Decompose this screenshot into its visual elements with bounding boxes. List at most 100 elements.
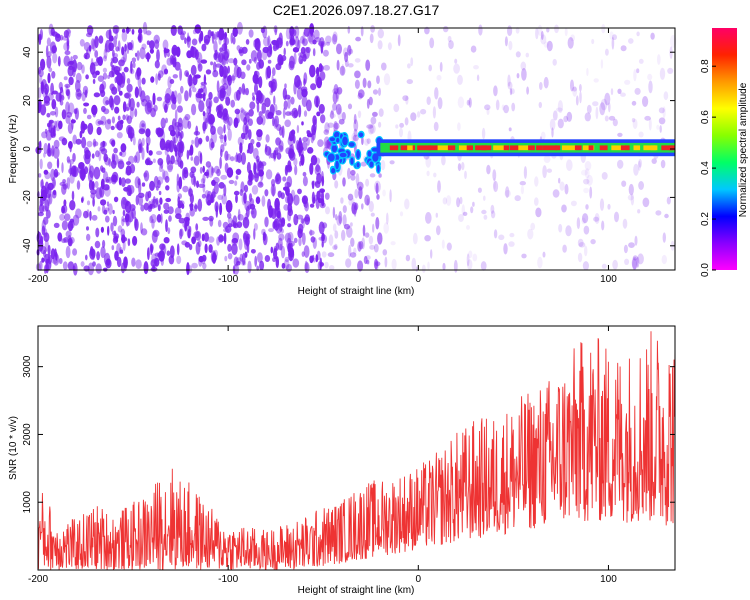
noise-blob: [224, 162, 229, 173]
noise-blob: [340, 197, 344, 204]
figure-title: C2E1.2026.097.18.27.G17: [273, 2, 440, 18]
noise-blob: [126, 103, 131, 111]
noise-blob: [91, 104, 98, 116]
colorbar-label: Normalized spectral amplitude: [738, 82, 749, 217]
noise-blob: [328, 234, 334, 246]
noise-blob: [382, 249, 388, 256]
noise-blob: [289, 251, 293, 262]
noise-blob: [41, 205, 48, 212]
noise-blob: [278, 233, 285, 241]
noise-blob: [204, 38, 210, 46]
noise-blob: [650, 32, 655, 40]
noise-blob: [303, 110, 308, 117]
noise-blob: [88, 45, 92, 52]
trace-scatter-blob: [357, 131, 365, 139]
noise-blob: [53, 120, 58, 129]
noise-blob: [272, 185, 275, 197]
noise-blob: [207, 236, 215, 243]
noise-blob: [302, 176, 308, 187]
noise-blob: [172, 74, 178, 79]
trace-scatter-blob: [329, 166, 337, 175]
noise-blob: [260, 162, 264, 169]
noise-blob: [273, 95, 276, 106]
noise-blob: [543, 41, 549, 48]
noise-blob: [361, 136, 364, 145]
noise-blob: [215, 63, 222, 68]
noise-blob: [343, 223, 351, 230]
noise-blob: [247, 260, 252, 274]
noise-blob: [184, 241, 191, 248]
noise-blob: [125, 27, 131, 33]
noise-blob: [219, 90, 225, 102]
noise-blob: [507, 81, 513, 90]
noise-blob: [433, 172, 437, 178]
noise-blob: [352, 134, 359, 142]
noise-blob: [132, 235, 138, 246]
noise-blob: [201, 233, 205, 242]
noise-blob: [68, 76, 74, 86]
noise-blob: [301, 95, 308, 108]
noise-blob: [526, 86, 529, 95]
noise-blob: [182, 185, 189, 193]
noise-blob: [227, 58, 235, 64]
noise-blob: [61, 205, 66, 214]
noise-blob: [348, 244, 352, 258]
noise-blob: [321, 190, 324, 203]
noise-blob: [45, 258, 49, 263]
noise-blob: [281, 262, 286, 269]
noise-blob: [146, 51, 150, 63]
noise-blob: [638, 158, 642, 168]
noise-blob: [364, 232, 370, 238]
noise-blob: [61, 183, 67, 195]
noise-blob: [546, 40, 553, 52]
noise-blob: [203, 232, 209, 243]
noise-blob: [213, 254, 218, 261]
noise-blob: [205, 161, 212, 168]
noise-blob: [377, 40, 383, 50]
noise-blob: [432, 106, 436, 119]
trace-hot-segment: [437, 145, 453, 151]
noise-blob: [407, 63, 411, 69]
noise-blob: [43, 83, 50, 95]
noise-blob: [270, 183, 276, 197]
noise-blob: [312, 39, 317, 45]
noise-blob: [391, 258, 397, 270]
noise-blob: [72, 54, 78, 60]
noise-blob: [336, 43, 342, 55]
noise-blob: [442, 262, 446, 271]
noise-blob: [121, 236, 128, 242]
trace-scatter-blob: [347, 141, 356, 149]
snr-y-label: SNR (10 * v/v): [8, 416, 19, 480]
noise-blob: [369, 244, 375, 250]
noise-blob: [66, 111, 73, 118]
noise-blob: [227, 217, 233, 225]
noise-blob: [122, 114, 126, 121]
noise-blob: [332, 206, 336, 219]
noise-blob: [186, 149, 190, 160]
trace-hot-segment: [643, 145, 658, 151]
noise-blob: [123, 186, 130, 192]
noise-blob: [590, 239, 596, 245]
noise-blob: [217, 219, 222, 228]
noise-blob: [441, 239, 445, 249]
noise-blob: [577, 238, 584, 247]
noise-blob: [167, 164, 173, 171]
noise-blob: [68, 65, 74, 71]
noise-blob: [439, 61, 443, 72]
noise-blob: [95, 263, 102, 274]
noise-blob: [188, 87, 192, 98]
noise-blob: [53, 139, 60, 149]
noise-blob: [84, 154, 91, 165]
noise-blob: [197, 240, 202, 248]
noise-blob: [628, 38, 634, 44]
noise-blob: [281, 55, 287, 62]
noise-blob: [223, 228, 229, 233]
noise-blob: [365, 59, 371, 71]
noise-blob: [316, 172, 322, 185]
noise-blob: [248, 143, 251, 150]
noise-blob: [132, 136, 136, 146]
noise-blob: [224, 255, 228, 262]
noise-blob: [272, 67, 276, 77]
noise-blob: [256, 49, 262, 62]
trace-hot-segment: [650, 145, 656, 151]
